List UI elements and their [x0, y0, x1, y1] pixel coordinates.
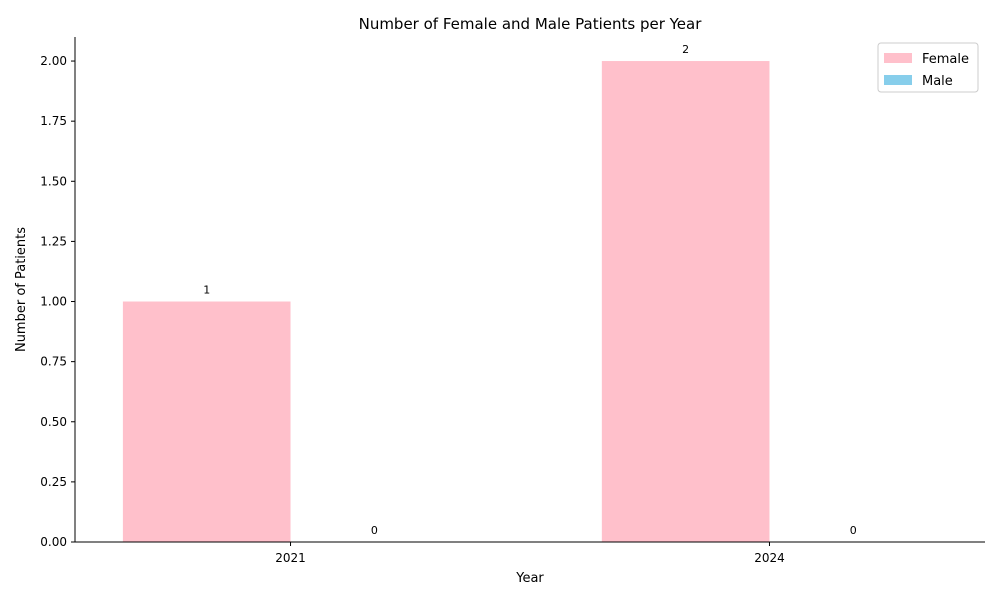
bar-female-2021	[122, 301, 291, 542]
data-label: 2	[682, 43, 689, 56]
x-tick-label: 2021	[275, 551, 306, 565]
y-tick-label: 2.00	[40, 54, 67, 68]
y-tick-label: 1.25	[40, 234, 67, 248]
y-tick-label: 0.00	[40, 535, 67, 549]
y-tick-label: 0.50	[40, 415, 67, 429]
y-tick-label: 1.50	[40, 174, 67, 188]
bar-female-2024	[601, 61, 770, 543]
y-axis-label: Number of Patients	[14, 227, 29, 352]
y-tick-label: 0.25	[40, 475, 67, 489]
y-tick-label: 1.00	[40, 295, 67, 309]
legend-label-female: Female	[922, 52, 969, 67]
data-label: 0	[371, 524, 378, 537]
x-tick-label: 2024	[754, 551, 785, 565]
x-axis-label: Year	[515, 571, 544, 586]
legend-label-male: Male	[922, 74, 953, 89]
chart-title: Number of Female and Male Patients per Y…	[359, 15, 703, 33]
legend-swatch-male	[884, 75, 912, 85]
data-label: 1	[203, 284, 210, 297]
data-label: 0	[850, 524, 857, 537]
legend-swatch-female	[884, 53, 912, 63]
y-tick-label: 0.75	[40, 355, 67, 369]
y-tick-label: 1.75	[40, 114, 67, 128]
legend: Female Male	[877, 42, 979, 93]
plot-area: 0.00 0.25 0.50 0.75 1.00 1.25 1.50 1.75 2.00 2021…	[40, 43, 857, 565]
